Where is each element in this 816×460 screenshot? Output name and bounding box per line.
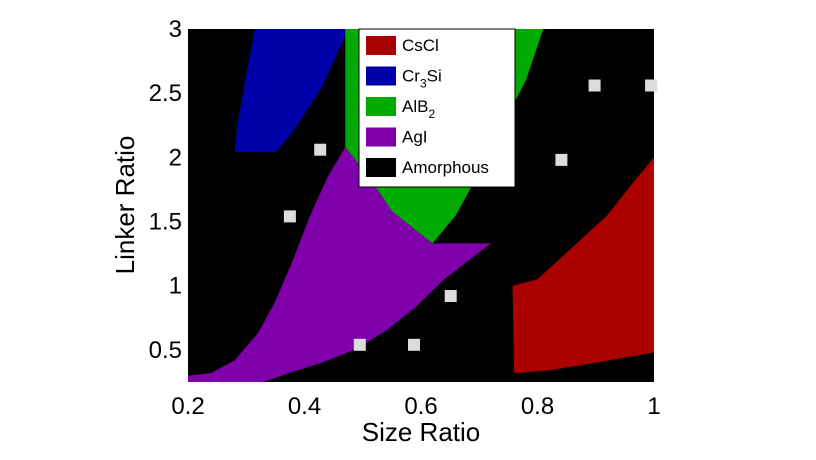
region-agi: [188, 147, 491, 382]
data-point-6: [555, 153, 568, 166]
legend-entry-subscript: 2: [428, 107, 435, 121]
x-tick-label: 0.6: [404, 393, 437, 420]
data-point-8: [645, 79, 658, 92]
data-point-3: [353, 338, 366, 351]
x-axis-ticks: 0.2 0.4 0.6 0.8 1: [171, 393, 660, 420]
legend-entry-text: AlB: [402, 97, 428, 116]
x-tick-label: 1: [647, 393, 660, 420]
y-tick-label: 3: [169, 16, 182, 43]
legend-entry-label: AgI: [402, 128, 428, 147]
data-point-4: [408, 338, 420, 351]
legend-entry-label: Cr3Si: [402, 67, 442, 91]
data-point-5: [444, 290, 457, 302]
region-cr3si: [234, 29, 349, 153]
data-point-7: [588, 79, 601, 92]
y-tick-label: 0.5: [149, 337, 182, 364]
legend-swatch: [366, 127, 396, 147]
y-tick-label: 2.5: [149, 80, 182, 107]
data-point-2: [283, 210, 296, 223]
legend-entry-text: CsCl: [402, 36, 439, 55]
legend-swatch: [366, 158, 396, 177]
legend-entry-suffix: Si: [427, 67, 442, 86]
y-tick-label: 2: [169, 144, 182, 171]
legend-entry-label: Amorphous: [402, 158, 489, 177]
y-axis-ticks: 0.5 1 1.5 2 2.5 3: [149, 16, 182, 364]
legend-entry-text: Amorphous: [402, 158, 489, 177]
legend-entry-label: AlB2: [402, 97, 435, 121]
simulation-points: [283, 79, 658, 351]
legend-swatch: [366, 66, 396, 86]
legend-entry-label: CsCl: [402, 36, 439, 55]
x-axis-label: Size Ratio: [362, 417, 481, 447]
legend-entry-text: Cr: [402, 67, 420, 86]
legend-swatch: [366, 97, 396, 116]
x-tick-label: 0.8: [521, 393, 554, 420]
y-tick-label: 1.5: [149, 209, 182, 236]
x-tick-label: 0.4: [288, 393, 321, 420]
region-cscl: [512, 157, 654, 373]
data-point-1: [314, 143, 327, 156]
legend-entry-text: AgI: [402, 128, 428, 147]
y-tick-label: 1: [169, 273, 182, 300]
legend-entry-subscript: 3: [420, 77, 427, 91]
x-tick-label: 0.2: [171, 393, 204, 420]
legend-swatch: [366, 36, 396, 55]
y-axis-label: Linker Ratio: [110, 136, 140, 275]
